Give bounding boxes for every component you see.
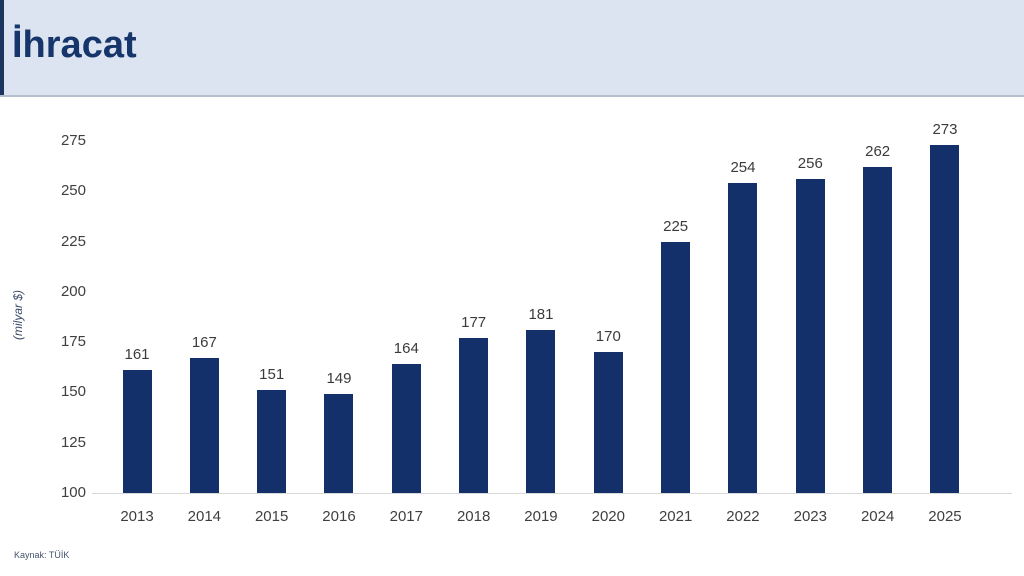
x-tick-label: 2021	[658, 508, 693, 525]
y-tick-label: 175	[60, 333, 86, 351]
bar-value-label: 262	[865, 143, 891, 161]
bar-value-label: 256	[797, 155, 823, 173]
y-tick-label: 225	[60, 232, 86, 250]
slide-header: İhracat	[0, 0, 1024, 97]
bar	[459, 338, 489, 493]
bar-value-label: 177	[461, 314, 487, 332]
bar-value-label: 161	[124, 346, 150, 364]
x-tick-label: 2013	[120, 508, 154, 525]
source-note: Kaynak: TÜİK	[14, 550, 70, 560]
x-tick-label: 2018	[456, 508, 491, 525]
x-tick-label: 2016	[322, 508, 356, 525]
x-tick-label: 2020	[591, 508, 625, 525]
x-tick-label: 2022	[726, 508, 760, 525]
y-tick-label: 100	[60, 484, 86, 501]
bar	[795, 179, 825, 493]
bar-value-label: 170	[595, 328, 621, 346]
x-axis-line	[92, 493, 1012, 494]
bar	[661, 241, 691, 493]
x-tick-label: 2019	[524, 508, 558, 525]
y-tick-label: 200	[60, 282, 86, 300]
x-tick-label: 2025	[928, 508, 962, 525]
bar-value-label: 273	[932, 121, 958, 139]
x-tick-label: 2024	[860, 508, 895, 525]
bar-value-label: 225	[663, 217, 689, 235]
x-tick-label: 2023	[793, 508, 827, 525]
bar	[593, 352, 623, 493]
y-tick-label: 150	[60, 383, 86, 401]
bar	[391, 364, 421, 493]
bar	[189, 358, 219, 493]
y-tick-label: 250	[60, 182, 86, 200]
y-axis-title: (milyar $)	[11, 290, 25, 340]
bar-value-label: 181	[528, 306, 554, 324]
bar-value-label: 164	[393, 340, 419, 358]
bar-value-label: 254	[730, 159, 756, 177]
bar	[324, 394, 354, 493]
bar	[257, 390, 287, 493]
page-title: İhracat	[12, 24, 137, 66]
bar-value-label: 167	[191, 334, 217, 352]
bar	[122, 370, 152, 493]
bar	[863, 167, 893, 493]
accent-strip	[0, 0, 4, 95]
x-tick-label: 2014	[187, 508, 222, 525]
bar-value-label: 149	[326, 370, 352, 388]
x-tick-label: 2015	[254, 508, 289, 525]
y-tick-label: 125	[60, 433, 86, 451]
x-tick-label: 2017	[389, 508, 423, 525]
bar	[526, 330, 556, 493]
y-tick-label: 275	[60, 132, 86, 149]
bar	[728, 183, 758, 493]
bar-value-label: 151	[259, 366, 285, 384]
bar	[930, 145, 960, 493]
